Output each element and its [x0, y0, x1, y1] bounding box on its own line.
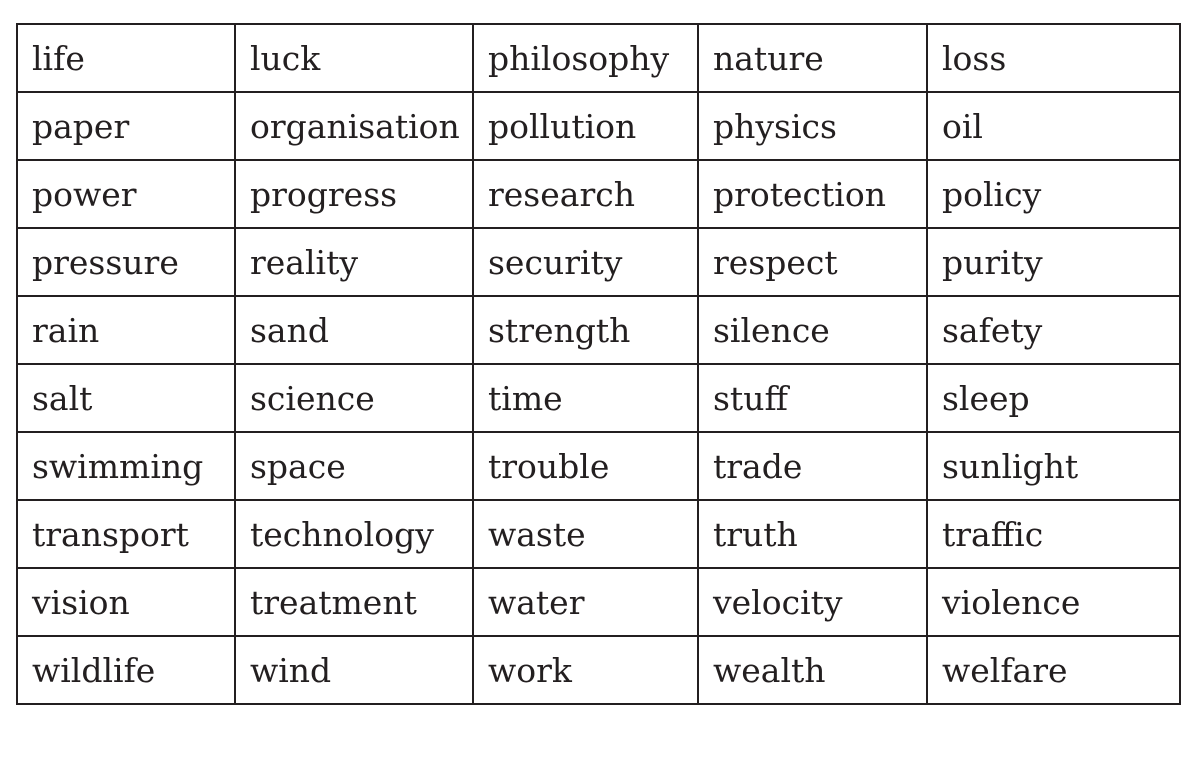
- table-cell: research: [472, 159, 699, 229]
- table-cell: sleep: [926, 363, 1181, 433]
- table-cell: sand: [234, 295, 474, 365]
- word-table: life luck philosophy nature loss paper o…: [16, 23, 1181, 705]
- table-cell: security: [472, 227, 699, 297]
- table-row: paper organisation pollution physics oil: [16, 91, 1181, 161]
- table-cell: oil: [926, 91, 1181, 161]
- table-cell: protection: [697, 159, 928, 229]
- table-cell: work: [472, 635, 699, 705]
- table-row: salt science time stuff sleep: [16, 363, 1181, 433]
- table-cell: velocity: [697, 567, 928, 637]
- table-cell: pollution: [472, 91, 699, 161]
- table-cell: rain: [16, 295, 236, 365]
- table-cell: power: [16, 159, 236, 229]
- table-cell: silence: [697, 295, 928, 365]
- table-cell: welfare: [926, 635, 1181, 705]
- table-cell: wind: [234, 635, 474, 705]
- table-cell: safety: [926, 295, 1181, 365]
- table-cell: pressure: [16, 227, 236, 297]
- table-row: life luck philosophy nature loss: [16, 23, 1181, 93]
- table-cell: stuff: [697, 363, 928, 433]
- table-cell: paper: [16, 91, 236, 161]
- table-cell: swimming: [16, 431, 236, 501]
- table-cell: waste: [472, 499, 699, 569]
- word-table-body: life luck philosophy nature loss paper o…: [16, 23, 1181, 705]
- table-cell: wildlife: [16, 635, 236, 705]
- table-cell: traffic: [926, 499, 1181, 569]
- table-cell: progress: [234, 159, 474, 229]
- table-cell: transport: [16, 499, 236, 569]
- table-cell: purity: [926, 227, 1181, 297]
- table-cell: loss: [926, 23, 1181, 93]
- table-cell: truth: [697, 499, 928, 569]
- table-cell: life: [16, 23, 236, 93]
- table-cell: time: [472, 363, 699, 433]
- table-cell: vision: [16, 567, 236, 637]
- table-cell: philosophy: [472, 23, 699, 93]
- table-row: power progress research protection polic…: [16, 159, 1181, 229]
- table-row: rain sand strength silence safety: [16, 295, 1181, 365]
- table-cell: violence: [926, 567, 1181, 637]
- table-cell: trouble: [472, 431, 699, 501]
- table-cell: space: [234, 431, 474, 501]
- table-cell: science: [234, 363, 474, 433]
- table-cell: treatment: [234, 567, 474, 637]
- table-cell: water: [472, 567, 699, 637]
- table-cell: nature: [697, 23, 928, 93]
- table-row: vision treatment water velocity violence: [16, 567, 1181, 637]
- table-cell: trade: [697, 431, 928, 501]
- table-cell: reality: [234, 227, 474, 297]
- table-cell: salt: [16, 363, 236, 433]
- table-cell: organisation: [234, 91, 474, 161]
- table-row: wildlife wind work wealth welfare: [16, 635, 1181, 705]
- table-cell: luck: [234, 23, 474, 93]
- table-cell: sunlight: [926, 431, 1181, 501]
- table-row: transport technology waste truth traffic: [16, 499, 1181, 569]
- table-row: swimming space trouble trade sunlight: [16, 431, 1181, 501]
- table-cell: policy: [926, 159, 1181, 229]
- table-cell: respect: [697, 227, 928, 297]
- table-cell: strength: [472, 295, 699, 365]
- table-row: pressure reality security respect purity: [16, 227, 1181, 297]
- table-cell: wealth: [697, 635, 928, 705]
- table-cell: technology: [234, 499, 474, 569]
- table-cell: physics: [697, 91, 928, 161]
